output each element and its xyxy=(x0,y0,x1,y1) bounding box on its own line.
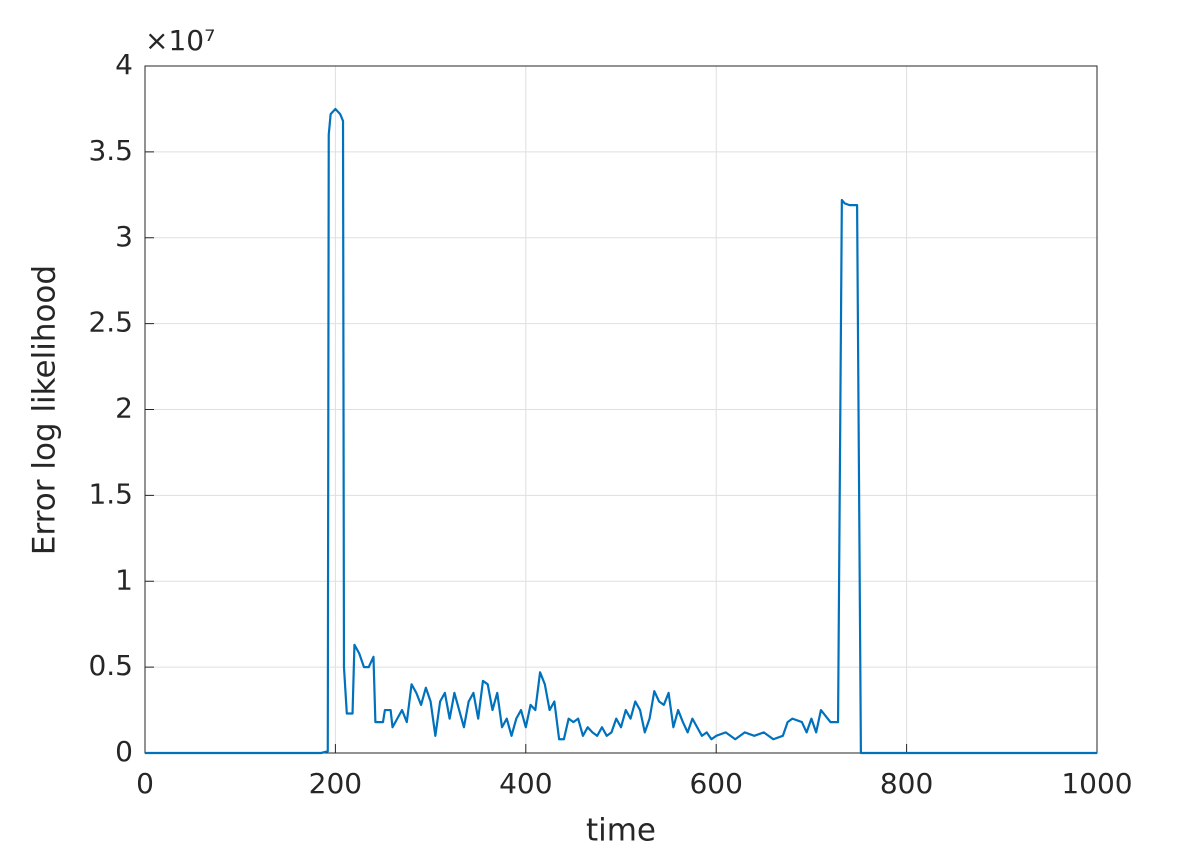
x-tick-label: 0 xyxy=(136,767,154,800)
y-axis-label: Error log likelihood xyxy=(27,265,63,555)
y-tick-label: 4 xyxy=(115,48,133,81)
x-axis-label: time xyxy=(586,813,656,849)
x-tick-label: 200 xyxy=(309,767,362,800)
x-tick-label: 800 xyxy=(880,767,933,800)
x-tick-label: 400 xyxy=(499,767,552,800)
plot-box xyxy=(144,65,1098,754)
y-tick-label: 2 xyxy=(115,392,133,425)
y-tick-label: 1 xyxy=(115,563,133,596)
data-line xyxy=(145,107,1097,755)
y-tick-label: 1.5 xyxy=(88,477,133,510)
y-exponent: ×10⁷ xyxy=(145,24,215,57)
x-tick-label: 600 xyxy=(689,767,742,800)
y-tick-label: 0 xyxy=(115,735,133,768)
y-tick-label: 0.5 xyxy=(88,649,133,682)
y-tick-label: 3 xyxy=(115,220,133,253)
x-tick-label: 1000 xyxy=(1061,767,1132,800)
y-tick-label: 3.5 xyxy=(88,134,133,167)
y-tick-label: 2.5 xyxy=(88,306,133,339)
